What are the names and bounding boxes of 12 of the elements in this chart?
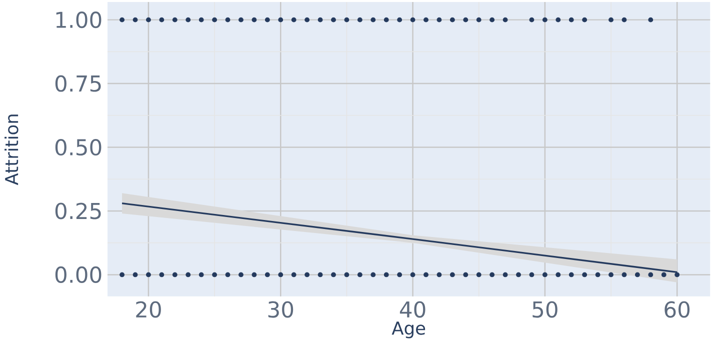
- x-tick-label: 20: [136, 301, 161, 318]
- x-tick-label: 60: [664, 301, 690, 318]
- y-tick-label: 0.75: [55, 75, 101, 92]
- x-tick-label: 40: [400, 301, 426, 318]
- y-tick-label: 0.50: [55, 139, 102, 156]
- y-tick-label: 0.25: [55, 202, 101, 220]
- x-axis-title: Age: [392, 322, 426, 338]
- x-tick-label: 50: [532, 301, 558, 318]
- x-tick-label: 30: [268, 301, 294, 318]
- y-tick-label: 0.00: [55, 266, 102, 284]
- y-tick-label: 1.00: [56, 12, 102, 28]
- y-axis-title: Attrition: [4, 114, 18, 186]
